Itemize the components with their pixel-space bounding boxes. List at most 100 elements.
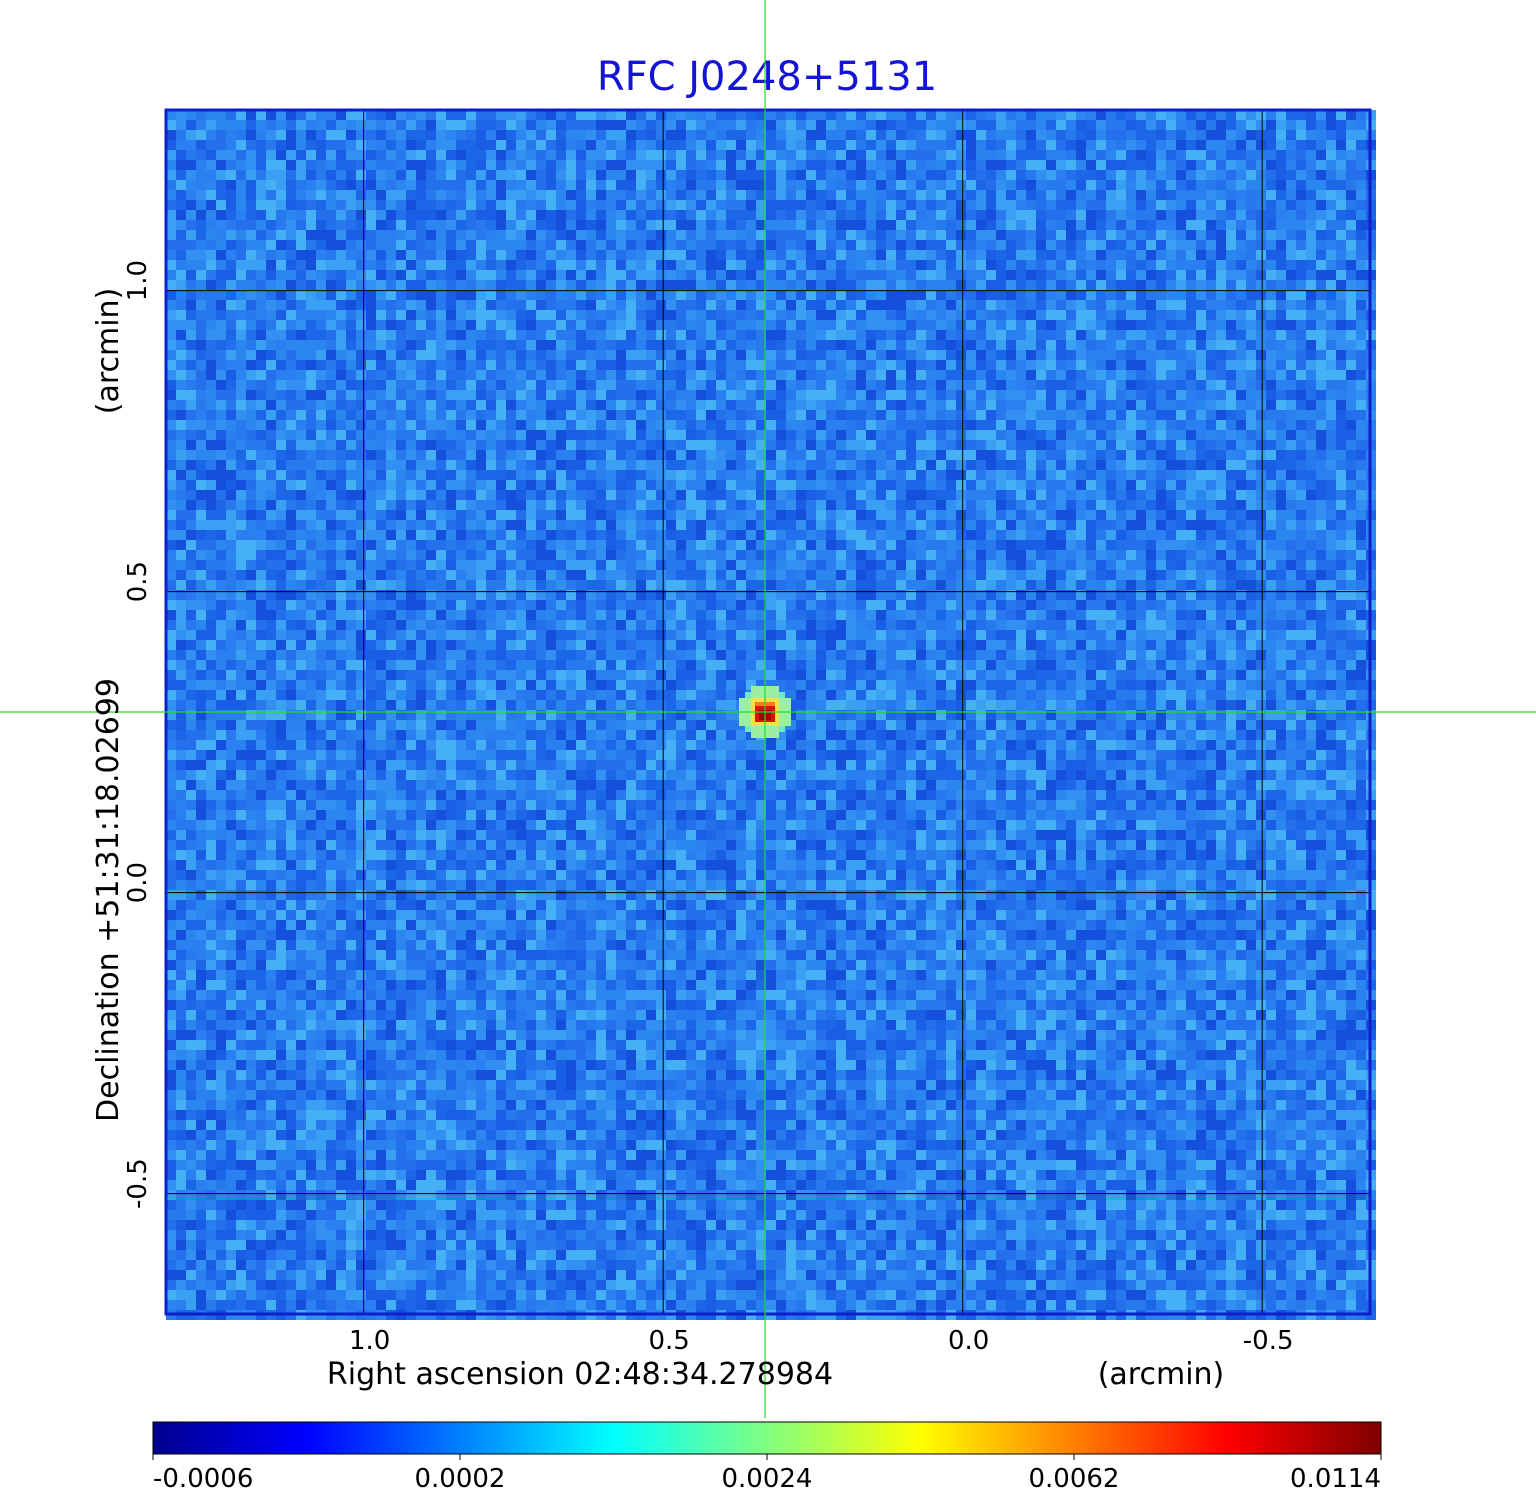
- noise-pixel: [516, 410, 526, 420]
- noise-pixel: [1106, 250, 1116, 260]
- noise-pixel: [886, 230, 896, 240]
- noise-pixel: [706, 400, 716, 410]
- noise-pixel: [506, 120, 516, 130]
- noise-pixel: [796, 420, 806, 430]
- noise-pixel: [306, 440, 316, 450]
- noise-pixel: [866, 110, 876, 120]
- noise-pixel: [266, 140, 276, 150]
- noise-pixel: [876, 470, 886, 480]
- noise-pixel: [276, 210, 286, 220]
- noise-pixel: [1016, 200, 1026, 210]
- noise-pixel: [186, 350, 196, 360]
- noise-pixel: [526, 230, 536, 240]
- noise-pixel: [186, 170, 196, 180]
- noise-pixel: [1326, 250, 1336, 260]
- noise-pixel: [496, 380, 506, 390]
- noise-pixel: [1266, 280, 1276, 290]
- noise-pixel: [446, 230, 456, 240]
- noise-pixel: [736, 390, 746, 400]
- noise-pixel: [966, 350, 976, 360]
- noise-pixel: [1326, 220, 1336, 230]
- noise-pixel: [516, 230, 526, 240]
- noise-pixel: [516, 200, 526, 210]
- noise-pixel: [736, 370, 746, 380]
- noise-pixel: [776, 210, 786, 220]
- noise-pixel: [1186, 510, 1196, 520]
- noise-pixel: [236, 320, 246, 330]
- noise-pixel: [176, 210, 186, 220]
- noise-pixel: [1166, 200, 1176, 210]
- noise-pixel: [1086, 490, 1096, 500]
- noise-pixel: [906, 220, 916, 230]
- noise-pixel: [1046, 170, 1056, 180]
- noise-pixel: [596, 260, 606, 270]
- noise-pixel: [276, 130, 286, 140]
- noise-pixel: [196, 140, 206, 150]
- noise-pixel: [926, 290, 936, 300]
- noise-pixel: [1246, 190, 1256, 200]
- noise-pixel: [866, 140, 876, 150]
- noise-pixel: [1136, 400, 1146, 410]
- noise-pixel: [1226, 330, 1236, 340]
- noise-pixel: [426, 210, 436, 220]
- noise-pixel: [446, 420, 456, 430]
- noise-pixel: [766, 140, 776, 150]
- noise-pixel: [186, 180, 196, 190]
- noise-pixel: [1026, 180, 1036, 190]
- noise-pixel: [636, 250, 646, 260]
- noise-pixel: [236, 370, 246, 380]
- noise-pixel: [176, 250, 186, 260]
- noise-pixel: [1266, 400, 1276, 410]
- noise-pixel: [506, 240, 516, 250]
- noise-pixel: [336, 380, 346, 390]
- noise-pixel: [1336, 490, 1346, 500]
- noise-pixel: [1136, 140, 1146, 150]
- noise-pixel: [176, 490, 186, 500]
- noise-pixel: [666, 430, 676, 440]
- noise-pixel: [886, 350, 896, 360]
- noise-pixel: [846, 510, 856, 520]
- noise-pixel: [696, 220, 706, 230]
- noise-pixel: [366, 110, 376, 120]
- noise-pixel: [656, 460, 666, 470]
- noise-pixel: [446, 380, 456, 390]
- noise-pixel: [686, 330, 696, 340]
- noise-pixel: [1086, 230, 1096, 240]
- noise-pixel: [536, 230, 546, 240]
- noise-pixel: [816, 350, 826, 360]
- noise-pixel: [216, 410, 226, 420]
- noise-pixel: [816, 260, 826, 270]
- noise-pixel: [326, 330, 336, 340]
- noise-pixel: [1146, 250, 1156, 260]
- noise-pixel: [166, 220, 176, 230]
- noise-pixel: [716, 500, 726, 510]
- noise-pixel: [1126, 350, 1136, 360]
- noise-pixel: [1076, 240, 1086, 250]
- noise-pixel: [656, 130, 666, 140]
- noise-pixel: [506, 170, 516, 180]
- noise-pixel: [646, 160, 656, 170]
- noise-pixel: [1006, 350, 1016, 360]
- noise-pixel: [956, 420, 966, 430]
- noise-pixel: [516, 400, 526, 410]
- noise-pixel: [1256, 200, 1266, 210]
- noise-pixel: [506, 290, 516, 300]
- noise-pixel: [1276, 210, 1286, 220]
- noise-pixel: [1046, 370, 1056, 380]
- noise-pixel: [376, 200, 386, 210]
- noise-pixel: [736, 320, 746, 330]
- noise-pixel: [1156, 450, 1166, 460]
- noise-pixel: [806, 120, 816, 130]
- noise-pixel: [1356, 440, 1366, 450]
- noise-pixel: [356, 420, 366, 430]
- noise-pixel: [1026, 210, 1036, 220]
- noise-pixel: [386, 130, 396, 140]
- noise-pixel: [406, 170, 416, 180]
- noise-pixel: [1046, 130, 1056, 140]
- noise-pixel: [1086, 290, 1096, 300]
- noise-pixel: [826, 320, 836, 330]
- noise-pixel: [456, 210, 466, 220]
- noise-pixel: [306, 300, 316, 310]
- noise-pixel: [526, 320, 536, 330]
- noise-pixel: [246, 220, 256, 230]
